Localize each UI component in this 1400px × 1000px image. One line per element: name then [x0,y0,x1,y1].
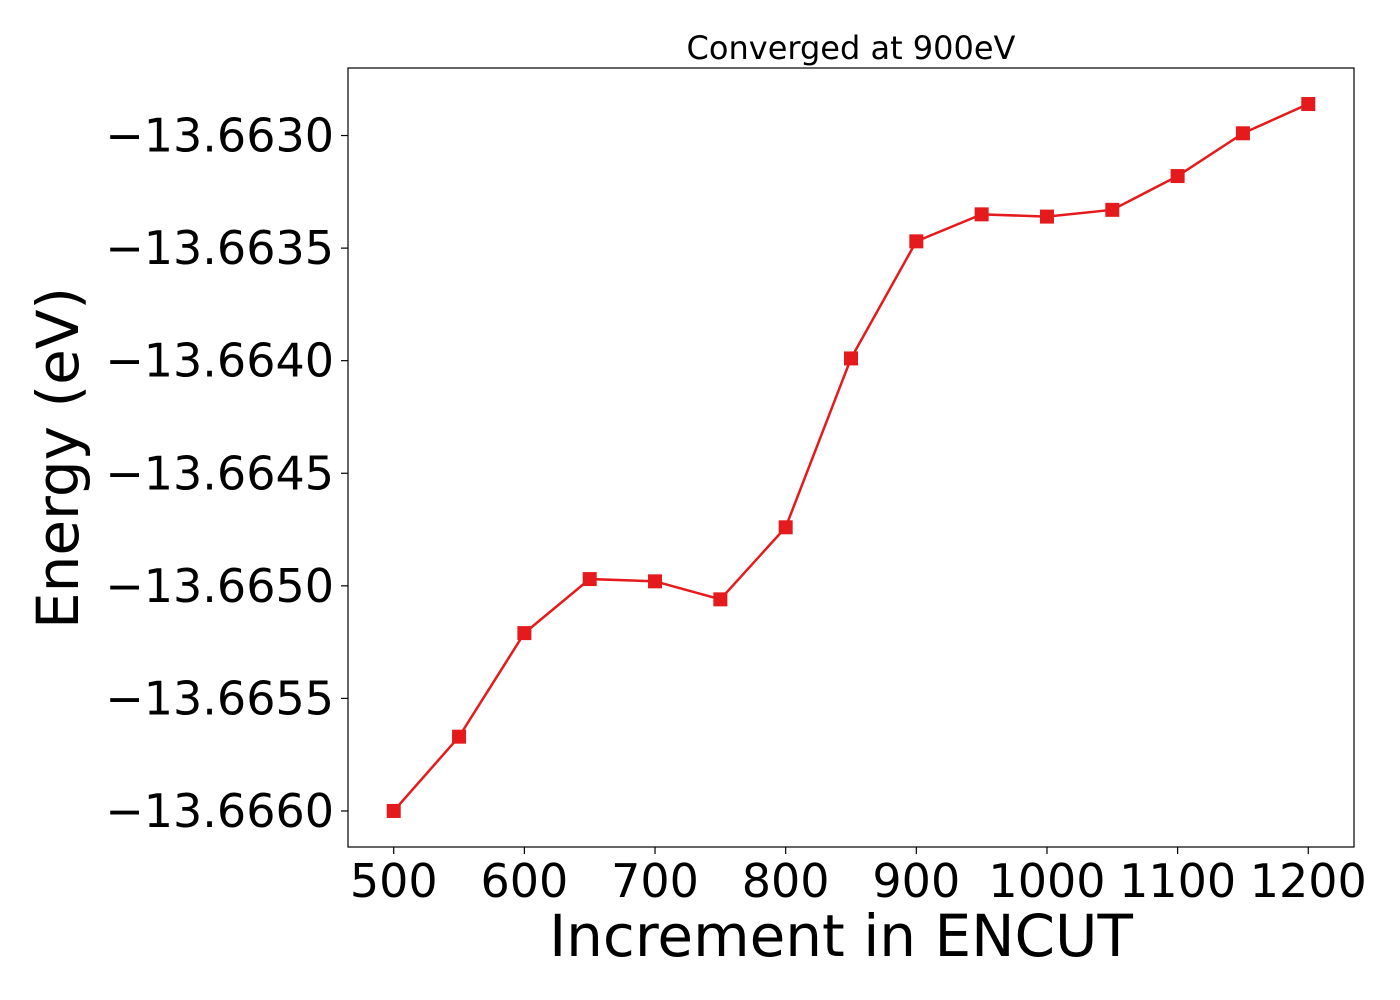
y-tick-label: −13.6645 [105,446,334,500]
x-tick-label: 600 [480,854,568,908]
data-point [974,207,989,222]
series-line [392,102,1309,812]
series-layer [386,97,1316,818]
data-point [1301,97,1316,112]
y-tick-label: −13.6655 [105,671,334,725]
data-point [1170,169,1185,184]
data-point [1105,202,1120,217]
chart-title: Converged at 900eV [687,29,1016,67]
data-point [648,574,663,589]
x-axis-ticks: 500 600 700 800 900 1000 1100 1200 [350,847,1367,908]
data-point [517,626,532,641]
y-tick-label: −13.6660 [105,784,334,838]
y-tick-label: −13.6640 [105,334,334,388]
y-tick-label: −13.6650 [105,559,334,613]
x-tick-label: 700 [611,854,699,908]
x-tick-label: 1000 [988,854,1105,908]
y-tick-label: −13.6630 [105,109,334,163]
data-point [452,729,467,744]
plot-area-frame [347,67,1355,848]
data-point [582,572,597,587]
x-tick-label: 500 [350,854,438,908]
data-point [386,803,401,818]
x-tick-label: 800 [742,854,830,908]
x-tick-label: 1200 [1250,854,1367,908]
y-axis-ticks: −13.6630 −13.6635 −13.6640 −13.6645 −13.6650… [105,109,348,838]
x-axis-label: Increment in ENCUT [549,902,1133,970]
data-point [778,520,793,535]
data-point [844,351,858,366]
data-point [909,234,924,249]
data-point [1235,126,1250,141]
x-tick-label: 1100 [1119,854,1236,908]
y-tick-label: −13.6635 [105,221,334,275]
data-point [1039,209,1054,224]
data-point [713,592,728,607]
y-axis-label: Energy (eV) [24,287,92,629]
x-tick-label: 900 [872,854,960,908]
